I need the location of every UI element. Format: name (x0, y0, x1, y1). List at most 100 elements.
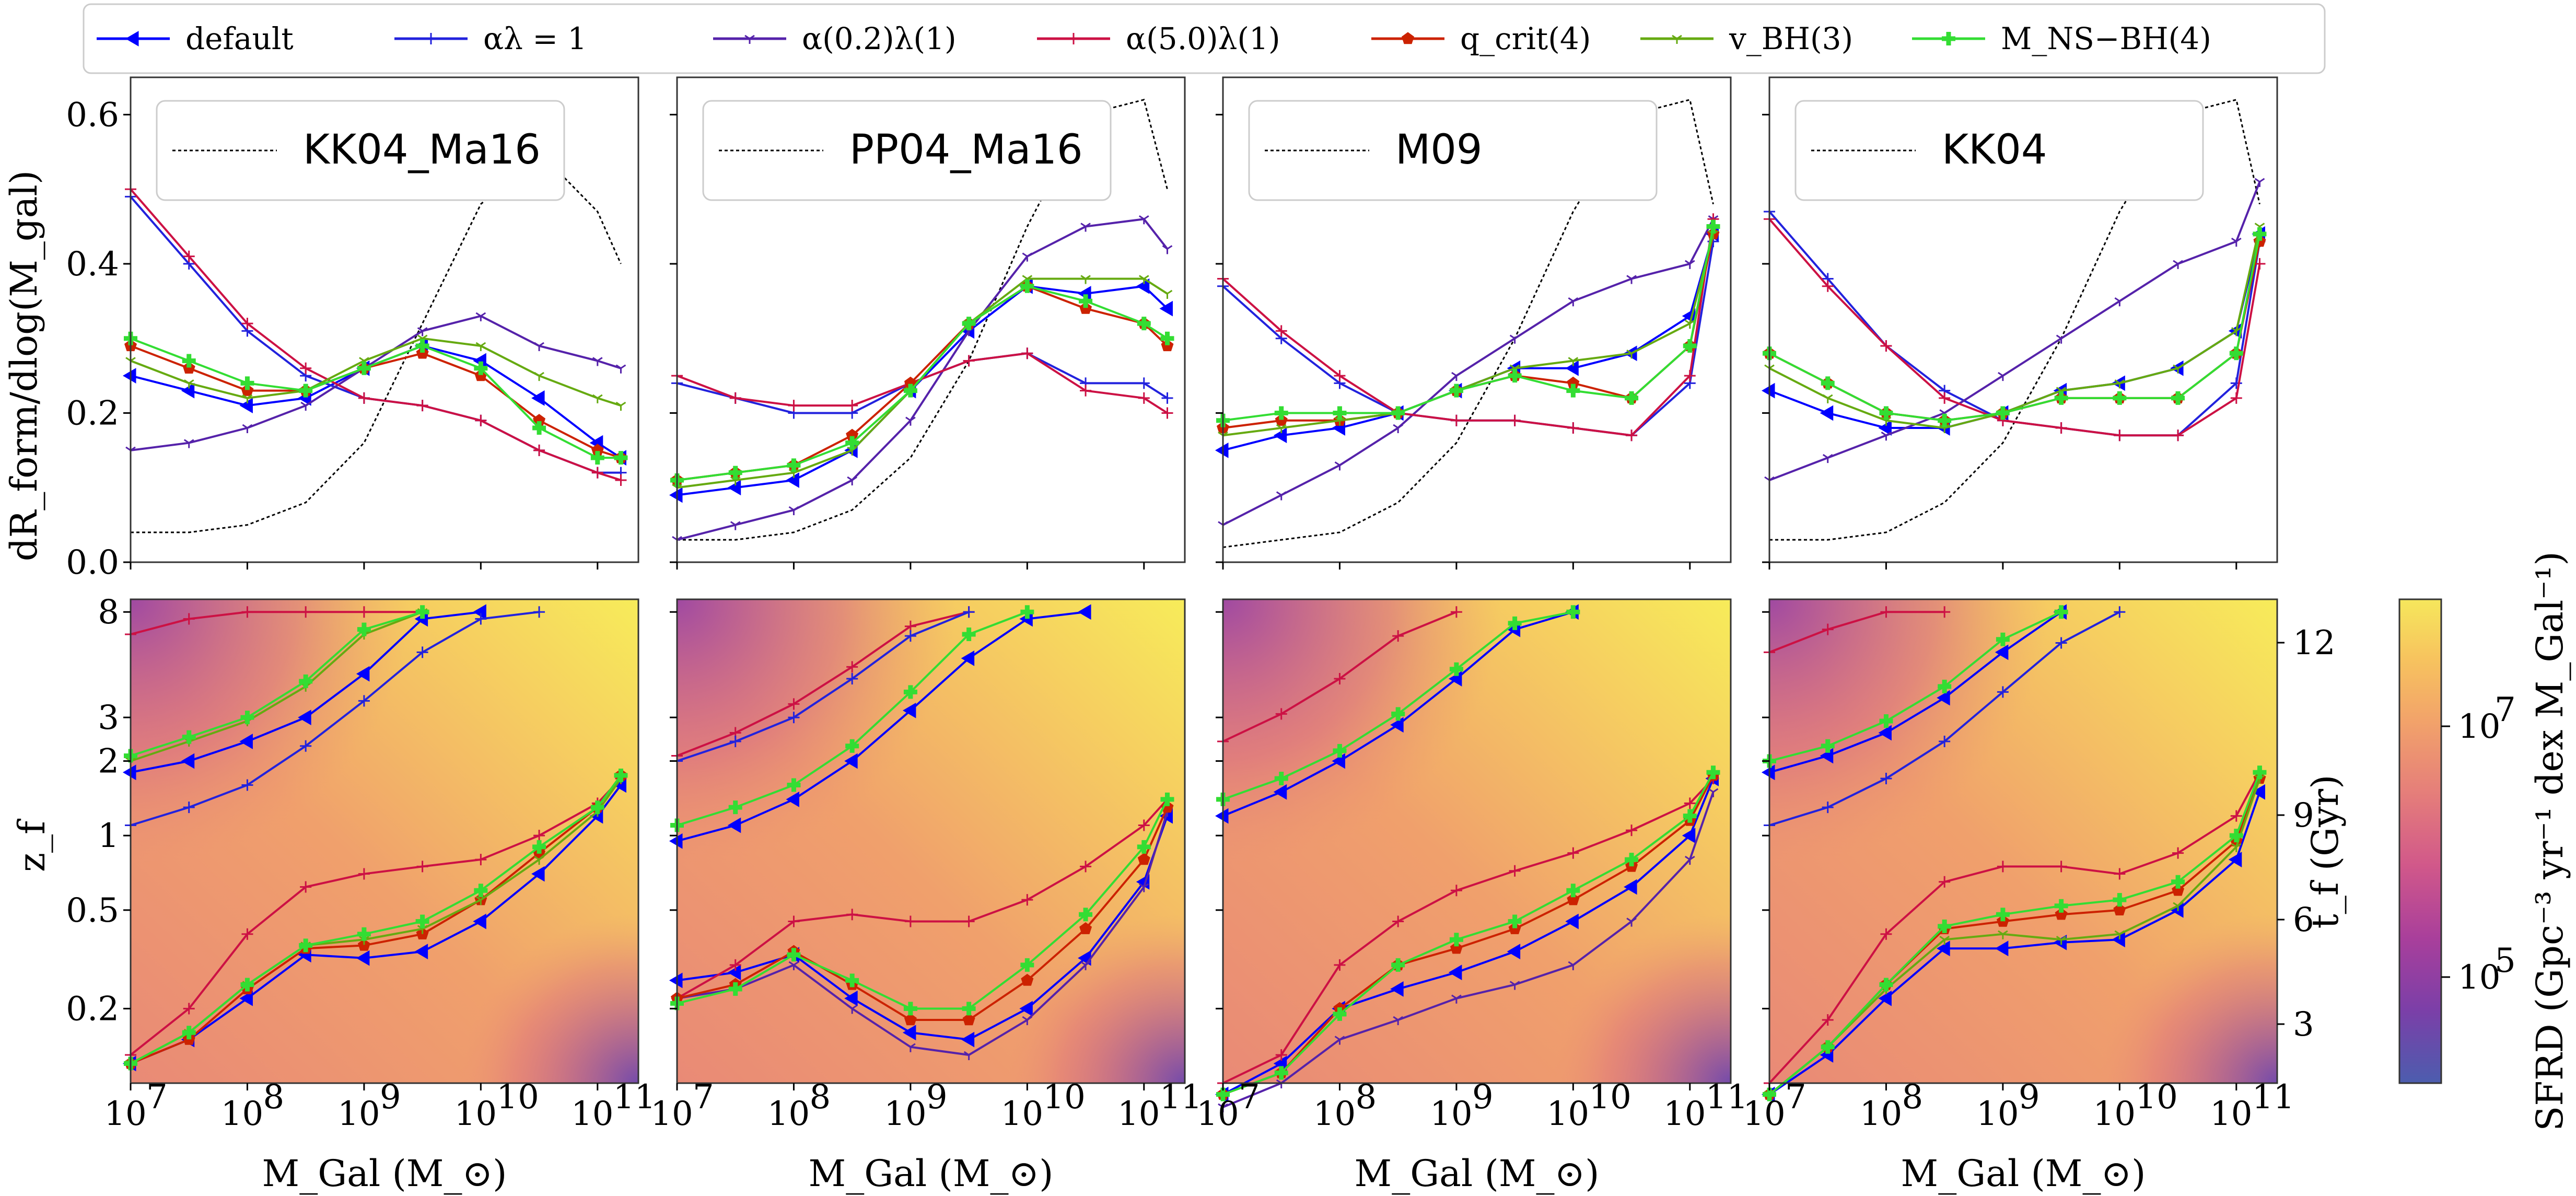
bottom-point-alpha50 (1334, 673, 1346, 684)
bottom-point-alpha02 (847, 1005, 858, 1014)
bottom-point-vbh3 (475, 896, 486, 905)
bottom-point-qcrit4 (904, 1013, 917, 1026)
bottom-series-mnsbh4 (1222, 772, 1715, 1096)
bottom-point-alpha02 (1626, 918, 1637, 927)
bottom-point-default (727, 817, 741, 833)
bottom-point-alpha02 (1218, 1103, 1228, 1112)
x-axis-label: M_Gal (M_⊙) (262, 1152, 507, 1195)
bottom-point-alpha50 (1392, 630, 1404, 642)
bottom-y-tick-label: 2 (98, 742, 119, 781)
bottom-series-mnsbh4 (1769, 611, 2062, 762)
bottom-point-vbh3 (2056, 936, 2067, 945)
top-series-alpha02 (677, 218, 1169, 541)
top-point-mnsbh4 (1020, 279, 1034, 293)
top-series-alpha50 (677, 352, 1168, 414)
x-tick-label: 10 (104, 1095, 146, 1133)
top-point-mnsbh4 (962, 317, 976, 331)
bottom-point-mnsbh4 (1566, 884, 1580, 898)
bottom-series-alpha50 (1222, 777, 1714, 1084)
top-point-mnsbh4 (1137, 317, 1151, 331)
top-point-mnsbh4 (415, 339, 429, 353)
top-y-tick-label: 0.6 (66, 96, 119, 134)
bottom-series-alpha50 (677, 611, 970, 757)
top-point-alpha02 (592, 357, 603, 366)
bottom-point-alpha50 (416, 861, 428, 873)
bottom-series-qcrit4 (677, 807, 1169, 1021)
bottom-point-mnsbh4 (2113, 893, 2127, 907)
legend-entry-alpha02: α(0.2)λ(1) (713, 21, 957, 56)
bottom-point-default (239, 734, 253, 749)
top-point-default (531, 390, 545, 406)
bottom-point-mnsbh4 (357, 622, 371, 636)
legend-label-alpha50: α(5.0)λ(1) (1126, 21, 1280, 56)
bottom-point-alpha50 (1822, 623, 1834, 635)
top-point-default (1878, 420, 1892, 436)
bottom-point-default (531, 866, 545, 882)
bottom-point-default (1390, 981, 1404, 997)
bottom-point-alphalambda1 (2114, 606, 2126, 618)
bottom-point-mnsbh4 (590, 800, 604, 815)
bottom-point-alpha50 (1939, 876, 1951, 888)
bottom-point-mnsbh4 (474, 884, 488, 898)
top-series-qcrit4 (1769, 241, 2261, 422)
bottom-point-alphalambda1 (183, 802, 195, 814)
bottom-point-mnsbh4 (1274, 771, 1288, 785)
bottom-point-alpha50 (1567, 847, 1579, 859)
inset-legend-label: PP04_Ma16 (849, 126, 1083, 173)
top-point-mnsbh4 (1996, 406, 2010, 420)
heatmap-corner-br (677, 599, 1185, 1083)
x-tick-label: 10 (1860, 1095, 1902, 1133)
top-series-qcrit4 (1222, 234, 1715, 429)
bottom-point-alpha50 (1997, 861, 2009, 873)
bottom-point-default (356, 950, 370, 966)
bottom-point-alpha50 (1939, 606, 1951, 618)
bottom-point-mnsbh4 (1449, 662, 1463, 676)
x-tick-exponent: 9 (380, 1078, 401, 1117)
bottom-point-default (1762, 764, 1775, 781)
bottom-point-qcrit4 (1567, 893, 1580, 905)
bottom-point-mnsbh4 (728, 800, 742, 815)
x-tick-exponent: 9 (1472, 1078, 1494, 1117)
bottom-point-default (123, 764, 136, 781)
x-tick-label: 10 (1547, 1095, 1589, 1133)
bottom-point-default (727, 965, 741, 980)
bottom-point-mnsbh4 (240, 978, 254, 992)
x-tick-label: 10 (884, 1095, 926, 1133)
top-point-qcrit4 (416, 346, 429, 359)
bottom-point-alpha50 (475, 854, 487, 866)
bottom-series-alphalambda1 (130, 611, 540, 827)
bottom-point-alphalambda1 (358, 695, 370, 707)
bottom-point-qcrit4 (2055, 908, 2068, 920)
inset-legend-box (702, 100, 1112, 201)
bottom-point-mnsbh4 (1508, 914, 1522, 928)
top-point-alpha02 (2056, 334, 2067, 344)
x-tick-exponent: 8 (1355, 1078, 1377, 1117)
bottom-series-mnsbh4 (130, 611, 423, 757)
bottom-point-qcrit4 (1450, 942, 1463, 954)
x-tick-exponent: 11 (613, 1078, 656, 1117)
bottom-point-mnsbh4 (1625, 853, 1639, 867)
x-tick-label: 10 (454, 1095, 497, 1133)
bottom-point-mnsbh4 (2054, 605, 2068, 619)
bottom-point-mnsbh4 (415, 914, 429, 928)
top-point-default (1273, 427, 1287, 444)
top-panel-frame (1768, 76, 2278, 563)
bottom-point-vbh3 (1998, 930, 2008, 939)
bottom-series-qcrit4 (130, 774, 622, 1065)
right-y-tick-label: 3 (2293, 1005, 2314, 1044)
top-point-alpha50 (1080, 385, 1092, 397)
bottom-point-mnsbh4 (415, 605, 429, 619)
top-point-alpha02 (300, 401, 311, 411)
top-point-mnsbh4 (1821, 376, 1835, 390)
bottom-point-alpha50 (241, 606, 253, 618)
bottom-series-mnsbh4 (1768, 772, 2261, 1096)
top-point-alpha50 (2172, 429, 2184, 442)
top-point-mnsbh4 (1706, 219, 1720, 234)
top-point-alpha02 (788, 506, 799, 516)
bottom-point-default (961, 1031, 975, 1048)
bottom-point-default (181, 753, 195, 769)
bottom-point-default (1078, 604, 1091, 620)
bottom-point-alphalambda1 (788, 712, 800, 724)
